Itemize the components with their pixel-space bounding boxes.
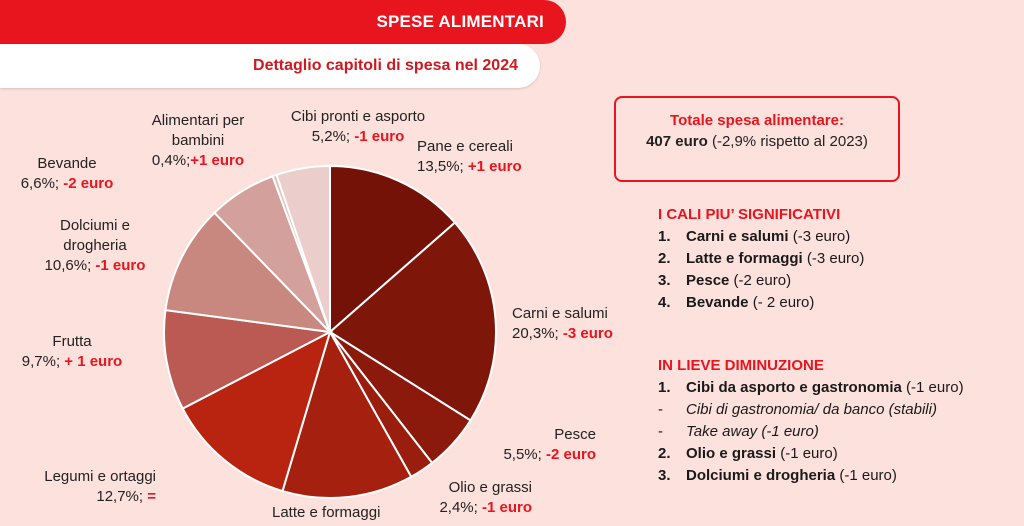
label-dolciumi-e-drogheria: Dolciumi e drogheria 10,6%; -1 euro: [20, 216, 170, 276]
pie-slice-frutta: [163, 308, 334, 410]
label-delta: +1 euro: [467, 158, 522, 175]
subtitle-banner: Dettaglio capitoli di spesa nel 2024: [0, 44, 540, 88]
label-name: Dolciumi e: [59, 217, 131, 234]
pie-slice-latte-e-formaggi: [281, 329, 413, 499]
label-pct: 5,5%;: [503, 446, 542, 463]
label-delta: + 1 euro: [64, 353, 123, 370]
label-pct: 9,7%;: [21, 353, 61, 370]
list-item: - Cibi di gastronomia/ da banco (stabili): [658, 401, 937, 418]
label-name: Latte e formaggi: [272, 504, 381, 521]
page-subtitle: Dettaglio capitoli di spesa nel 2024: [253, 57, 518, 74]
list-item: - Take away (-1 euro): [658, 423, 819, 440]
label-pane-e-cereali: Pane e cereali 13,5%; +1 euro: [417, 137, 522, 177]
label-name: Pane e cereali: [417, 138, 513, 155]
lieve-section: IN LIEVE DIMINUZIONE 1. Cibi da asporto e…: [658, 355, 964, 487]
list-item: 3. Pesce (-2 euro): [658, 272, 792, 289]
label-pct: 12,7%;: [96, 488, 144, 505]
label-legumi-e-ortaggi: Legumi e ortaggi 12,7%; =: [28, 467, 156, 507]
label-delta: -2 euro: [545, 446, 596, 463]
label-name: Alimentari per: [151, 112, 245, 129]
label-delta: -1 euro: [481, 499, 532, 516]
label-pct: 6,6%;: [20, 175, 60, 192]
label-olio-e-grassi: Olio e grassi 2,4%; -1 euro: [412, 478, 532, 518]
label-pct: 10,6%;: [44, 257, 92, 274]
pie-slice-pane-e-cereali: [329, 164, 457, 335]
label-latte-e-formaggi: Latte e formaggi: [272, 503, 380, 523]
label-frutta: Frutta 9,7%; + 1 euro: [10, 332, 134, 372]
label-pct: 20,3%;: [512, 325, 559, 342]
label-name: Carni e salumi: [512, 305, 608, 322]
total-note: (-2,9% rispetto al 2023): [711, 133, 868, 150]
label-bevande: Bevande 6,6%; -2 euro: [8, 154, 126, 194]
page-title: SPESE ALIMENTARI: [376, 12, 544, 31]
list-item: 2. Latte e formaggi (-3 euro): [658, 250, 865, 267]
pie-slice-dolciumi-e-drogheria: [164, 211, 333, 334]
cali-heading: I CALI PIU’ SIGNIFICATIVI: [658, 206, 841, 223]
list-item: 1. Carni e salumi (-3 euro): [658, 228, 851, 245]
label-delta: -2 euro: [63, 175, 114, 192]
label-name: Olio e grassi: [448, 479, 532, 496]
label-name: Pesce: [554, 426, 596, 443]
title-banner: SPESE ALIMENTARI: [0, 0, 566, 44]
label-name: Bevande: [37, 155, 97, 172]
label-pesce: Pesce 5,5%; -2 euro: [492, 425, 596, 465]
pie-slice-legumi-e-ortaggi: [181, 330, 332, 493]
total-title: Totale spesa alimentare:: [670, 112, 844, 129]
list-item: 3. Dolciumi e drogheria (-1 euro): [658, 467, 897, 484]
label-cibi-pronti-e-asporto: Cibi pronti e asporto 5,2%; -1 euro: [266, 107, 450, 147]
label-delta: -3 euro: [562, 325, 613, 342]
label-name: drogheria: [63, 237, 127, 254]
label-carni-e-salumi: Carni e salumi 20,3%; -3 euro: [512, 304, 613, 344]
label-pct: 13,5%;: [417, 158, 464, 175]
label-name: Cibi pronti e asporto: [290, 108, 426, 125]
list-item: 1. Cibi da asporto e gastronomia (-1 euro…: [658, 379, 964, 396]
label-delta: +1 euro: [190, 152, 245, 169]
label-delta: =: [147, 488, 156, 505]
label-pct: 2,4%;: [439, 499, 478, 516]
pie-slice-carni-e-salumi: [328, 221, 497, 422]
cali-section: I CALI PIU’ SIGNIFICATIVI 1. Carni e salu…: [658, 204, 864, 314]
lieve-heading: IN LIEVE DIMINUZIONE: [658, 357, 824, 374]
list-item: 4. Bevande (- 2 euro): [658, 294, 815, 311]
pie-slice-cibi-pronti-e-asporto: [275, 164, 331, 333]
list-item: 2. Olio e grassi (-1 euro): [658, 445, 838, 462]
label-delta: -1 euro: [95, 257, 146, 274]
label-pct: 5,2%;: [311, 128, 351, 145]
label-alimentari-per-bambini: Alimentari per bambini 0,4%;+1 euro: [134, 111, 262, 171]
total-box: Totale spesa alimentare: 407 euro (-2,9%…: [614, 96, 900, 182]
total-amount: 407 euro: [646, 133, 708, 150]
label-delta: -1 euro: [354, 128, 405, 145]
label-name: bambini: [171, 132, 225, 149]
label-name: Frutta: [52, 333, 92, 350]
label-name: Legumi e ortaggi: [44, 468, 156, 485]
label-pct: 0,4%;: [151, 152, 191, 169]
